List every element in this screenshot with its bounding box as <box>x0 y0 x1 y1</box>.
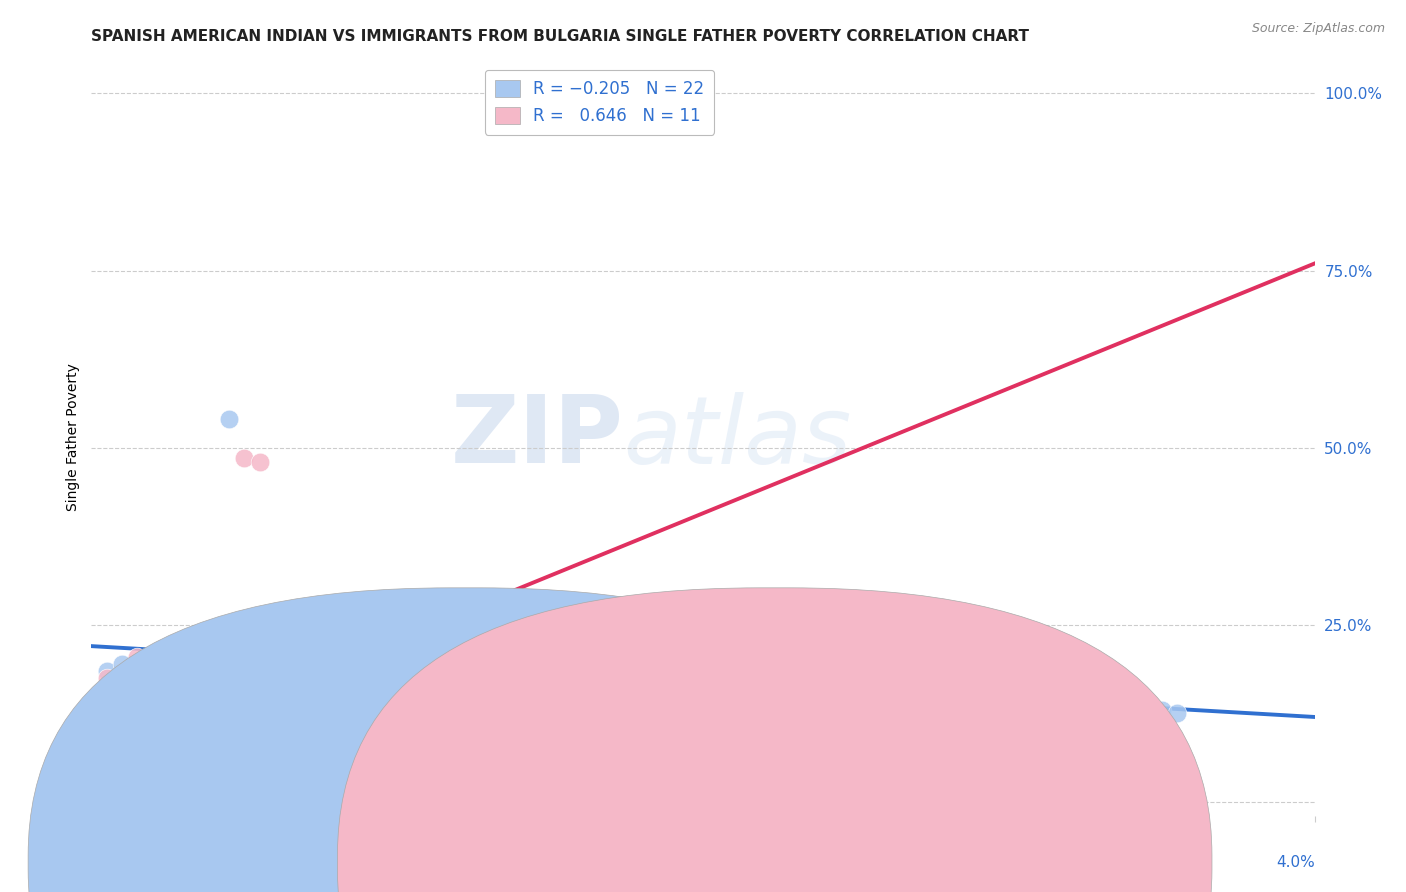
Point <box>1150 703 1173 717</box>
Point <box>96 671 118 685</box>
Point <box>239 696 262 710</box>
Text: atlas: atlas <box>623 392 852 483</box>
Point <box>197 649 219 664</box>
Text: Spanish American Indians: Spanish American Indians <box>492 855 682 870</box>
Point <box>156 664 179 678</box>
Y-axis label: Single Father Poverty: Single Father Poverty <box>66 363 80 511</box>
Point <box>218 412 240 426</box>
Point <box>197 703 219 717</box>
Point <box>523 657 546 671</box>
Point <box>249 455 271 469</box>
Point <box>129 692 152 706</box>
Point <box>385 710 409 724</box>
Point <box>1166 706 1188 721</box>
Point <box>692 642 714 657</box>
Point <box>111 657 134 671</box>
Point <box>122 689 145 703</box>
Point <box>127 649 149 664</box>
Point <box>249 689 271 703</box>
Legend: R = −0.205   N = 22, R =   0.646   N = 11: R = −0.205 N = 22, R = 0.646 N = 11 <box>485 70 714 135</box>
Point <box>156 689 179 703</box>
Text: ZIP: ZIP <box>450 391 623 483</box>
Text: SPANISH AMERICAN INDIAN VS IMMIGRANTS FROM BULGARIA SINGLE FATHER POVERTY CORREL: SPANISH AMERICAN INDIAN VS IMMIGRANTS FR… <box>91 29 1029 45</box>
Point <box>96 664 118 678</box>
Point <box>148 696 170 710</box>
Point <box>104 671 127 685</box>
Point <box>340 639 363 653</box>
Point <box>135 703 157 717</box>
Point <box>166 642 188 657</box>
Point <box>108 678 131 692</box>
Text: Immigrants from Bulgaria: Immigrants from Bulgaria <box>801 855 990 870</box>
Point <box>117 667 139 681</box>
Text: Source: ZipAtlas.com: Source: ZipAtlas.com <box>1251 22 1385 36</box>
Text: 4.0%: 4.0% <box>1275 855 1315 870</box>
Point <box>309 642 332 657</box>
Point <box>233 451 256 466</box>
Point <box>371 685 394 699</box>
Point <box>166 685 188 699</box>
Point <box>120 710 142 724</box>
Text: 0.0%: 0.0% <box>91 855 131 870</box>
Point <box>294 671 316 685</box>
Point <box>179 671 201 685</box>
